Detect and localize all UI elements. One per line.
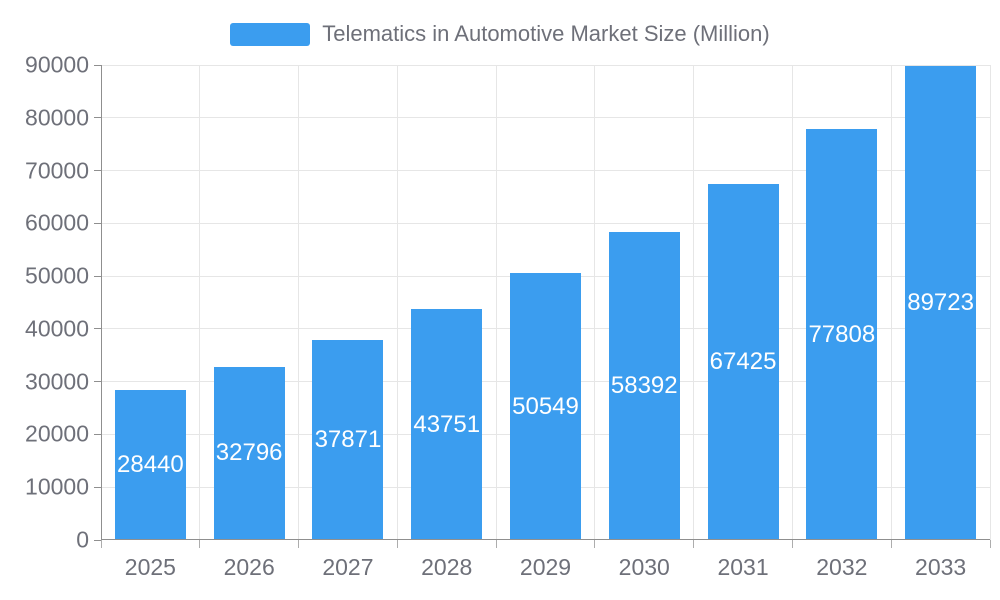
bar-value-label: 89723 (907, 289, 974, 317)
x-tick-label: 2030 (618, 554, 670, 580)
bar[interactable]: 77808 (806, 129, 878, 540)
x-axis-tick (100, 540, 102, 548)
x-tick-label: 2032 (816, 554, 868, 580)
y-tick-label: 0 (76, 526, 89, 553)
bar[interactable]: 50549 (510, 273, 581, 540)
x-gridline (791, 65, 793, 540)
bar-value-label: 67425 (709, 348, 777, 376)
x-tick-label: 2026 (223, 554, 275, 580)
y-axis-tick (94, 275, 101, 277)
x-gridline (594, 65, 596, 540)
x-gridline (199, 65, 201, 540)
legend-swatch (230, 22, 311, 46)
y-axis-tick (94, 64, 101, 66)
y-axis-line (101, 65, 102, 540)
bar-value-label: 77808 (808, 320, 876, 348)
y-axis-tick (94, 539, 101, 541)
bar-value-label: 58392 (610, 371, 678, 399)
bar-value-label: 50549 (512, 392, 579, 420)
bar[interactable]: 28440 (114, 389, 186, 540)
y-tick-label: 40000 (25, 315, 89, 342)
bar-value-label: 37871 (314, 426, 382, 454)
x-gridline (495, 65, 497, 540)
legend-label: Telematics in Automotive Market Size (Mi… (322, 21, 770, 46)
x-axis-tick (298, 540, 300, 548)
y-tick-label: 70000 (25, 157, 89, 184)
x-axis-tick (396, 540, 398, 548)
y-axis-tick (94, 222, 101, 224)
y-axis-tick (94, 486, 101, 488)
x-axis-tick (890, 540, 892, 548)
y-gridline (101, 170, 990, 172)
plot-area: 0 10000 20000 30000 40000 50000 60000 70000 8000… (25, 52, 991, 580)
y-tick-label: 30000 (25, 368, 89, 395)
x-tick-label: 2028 (421, 554, 473, 580)
bar-value-label: 28440 (117, 450, 184, 478)
x-axis-line (101, 539, 990, 540)
bar[interactable]: 67425 (707, 184, 779, 540)
x-tick-label: 2027 (322, 554, 374, 580)
y-tick-label: 20000 (25, 420, 89, 447)
y-axis-tick (94, 117, 101, 119)
x-axis-tick (791, 540, 793, 548)
bar[interactable]: 37871 (312, 340, 384, 540)
bar[interactable]: 43751 (411, 309, 483, 540)
y-tick-label: 80000 (25, 104, 89, 131)
bar[interactable]: 89723 (905, 66, 977, 540)
y-gridline (101, 222, 990, 224)
y-axis-tick (94, 381, 101, 383)
x-gridline (890, 65, 892, 540)
y-tick-label: 10000 (25, 473, 89, 500)
x-axis-tick (199, 540, 201, 548)
x-axis-tick (495, 540, 497, 548)
x-gridline (298, 65, 300, 540)
bar[interactable]: 32796 (213, 366, 285, 540)
bar-value-label: 43751 (413, 410, 481, 438)
x-gridline (396, 65, 398, 540)
legend[interactable]: Telematics in Automotive Market Size (Mi… (0, 22, 1000, 46)
x-axis-tick (989, 540, 991, 548)
bar-value-label: 32796 (215, 439, 283, 467)
x-axis-tick (594, 540, 596, 548)
y-axis-tick (94, 170, 101, 172)
x-gridline (693, 65, 695, 540)
y-tick-label: 90000 (25, 51, 89, 78)
x-tick-label: 2025 (124, 554, 176, 580)
x-gridline (989, 65, 991, 540)
y-tick-label: 50000 (25, 262, 89, 289)
x-tick-label: 2029 (519, 554, 572, 580)
x-tick-label: 2033 (915, 554, 967, 580)
x-tick-label: 2031 (717, 554, 769, 580)
bar[interactable]: 58392 (608, 231, 680, 540)
y-axis-tick (94, 328, 101, 330)
y-gridline (101, 117, 990, 119)
y-tick-label: 60000 (25, 209, 89, 236)
y-axis-tick (94, 433, 101, 435)
y-gridline (101, 64, 990, 66)
x-axis-tick (693, 540, 695, 548)
